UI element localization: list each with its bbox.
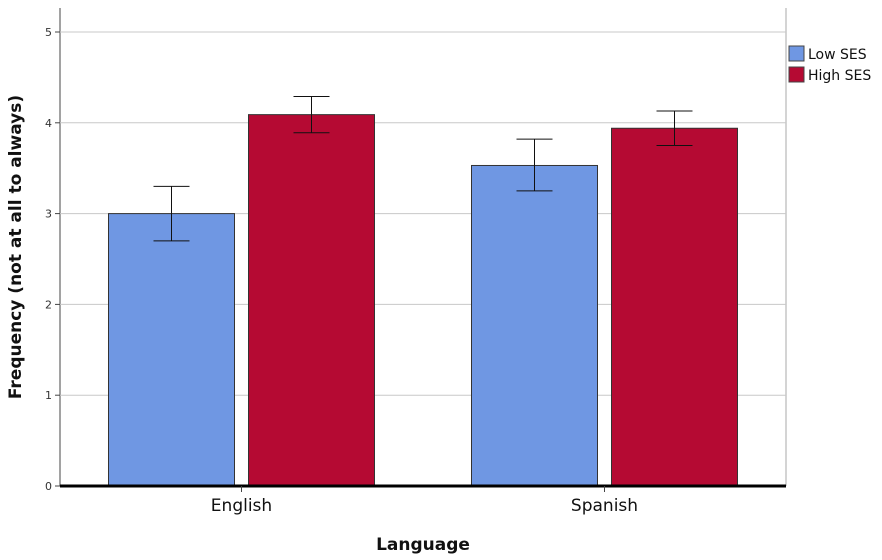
y-tick-label: 1 bbox=[45, 389, 52, 402]
legend-swatch-high-ses bbox=[788, 66, 805, 83]
y-tick-label: 5 bbox=[45, 26, 52, 39]
bar-low-ses-spanish bbox=[471, 164, 598, 487]
y-tick-labels: 0 1 2 3 4 5 bbox=[45, 26, 60, 493]
error-bars bbox=[153, 95, 693, 242]
y-tick-label: 4 bbox=[45, 117, 52, 130]
bar-high-ses-english bbox=[248, 114, 375, 487]
y-axis-title: Frequency (not at all to always) bbox=[6, 95, 26, 399]
y-tick-label: 0 bbox=[45, 480, 52, 493]
bar-high-ses-spanish bbox=[611, 127, 738, 487]
x-tick-labels: English Spanish bbox=[211, 486, 638, 516]
bar-low-ses-english bbox=[108, 213, 235, 487]
bars bbox=[108, 114, 738, 487]
legend-label-low-ses: Low SES bbox=[808, 47, 867, 63]
y-tick-label: 3 bbox=[45, 208, 52, 221]
legend-swatch-low-ses bbox=[788, 45, 805, 62]
legend: Low SES High SES bbox=[788, 45, 871, 84]
plot-area bbox=[59, 8, 787, 486]
x-axis-title: Language bbox=[376, 535, 470, 555]
x-tick-label-spanish: Spanish bbox=[571, 496, 638, 516]
y-tick-label: 2 bbox=[45, 298, 52, 311]
x-tick-label-english: English bbox=[211, 496, 272, 516]
legend-label-high-ses: High SES bbox=[808, 68, 871, 84]
